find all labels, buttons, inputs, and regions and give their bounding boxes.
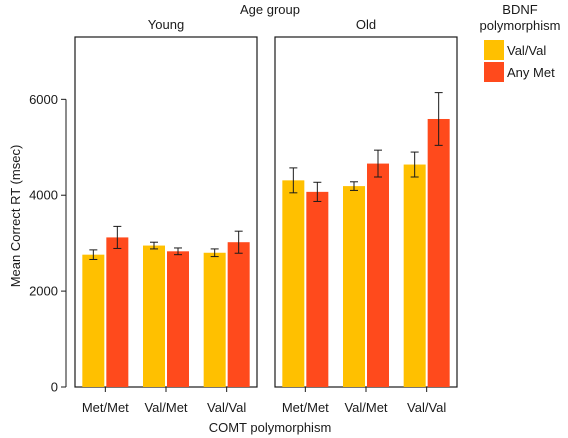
x-tick-label: Val/Val xyxy=(407,400,446,415)
bar xyxy=(227,242,250,387)
y-tick-label: 6000 xyxy=(29,92,58,107)
x-axis-title: COMT polymorphism xyxy=(209,420,332,435)
bar xyxy=(143,245,165,387)
y-tick-label: 4000 xyxy=(29,188,58,203)
x-tick-label: Met/Met xyxy=(82,400,129,415)
legend-title: polymorphism xyxy=(480,18,561,33)
panel-title: Old xyxy=(356,17,376,32)
x-tick-label: Met/Met xyxy=(282,400,329,415)
legend-swatch xyxy=(484,40,504,60)
bar xyxy=(367,163,389,387)
legend-label: Val/Val xyxy=(507,43,546,58)
y-axis-title: Mean Correct RT (msec) xyxy=(8,145,23,288)
bar xyxy=(427,118,450,387)
bar xyxy=(167,251,189,387)
bar xyxy=(203,252,226,387)
bar xyxy=(403,164,426,387)
bar xyxy=(106,237,129,387)
panel-old: Old Met/Met Val/Met Val/Val xyxy=(274,17,458,415)
bar xyxy=(343,186,365,387)
x-tick-label: Val/Val xyxy=(207,400,246,415)
legend-swatch xyxy=(484,62,504,82)
legend-label: Any Met xyxy=(507,65,555,80)
panel-title: Young xyxy=(148,17,184,32)
panel-young: Young Met/Met Val/Met Val/Val xyxy=(74,17,258,415)
bar xyxy=(306,191,329,387)
y-axis: 0 2000 4000 6000 xyxy=(29,92,67,395)
y-tick-label: 0 xyxy=(51,380,58,395)
chart-title: Age group xyxy=(240,2,300,17)
x-tick-label: Val/Met xyxy=(144,400,187,415)
x-tick-label: Val/Met xyxy=(344,400,387,415)
bar xyxy=(282,180,305,387)
bar xyxy=(82,254,105,387)
legend-title: BDNF xyxy=(502,2,537,17)
panels: Young Met/Met Val/Met Val/Val Old Met/Met Val/… xyxy=(74,17,458,415)
y-tick-label: 2000 xyxy=(29,284,58,299)
